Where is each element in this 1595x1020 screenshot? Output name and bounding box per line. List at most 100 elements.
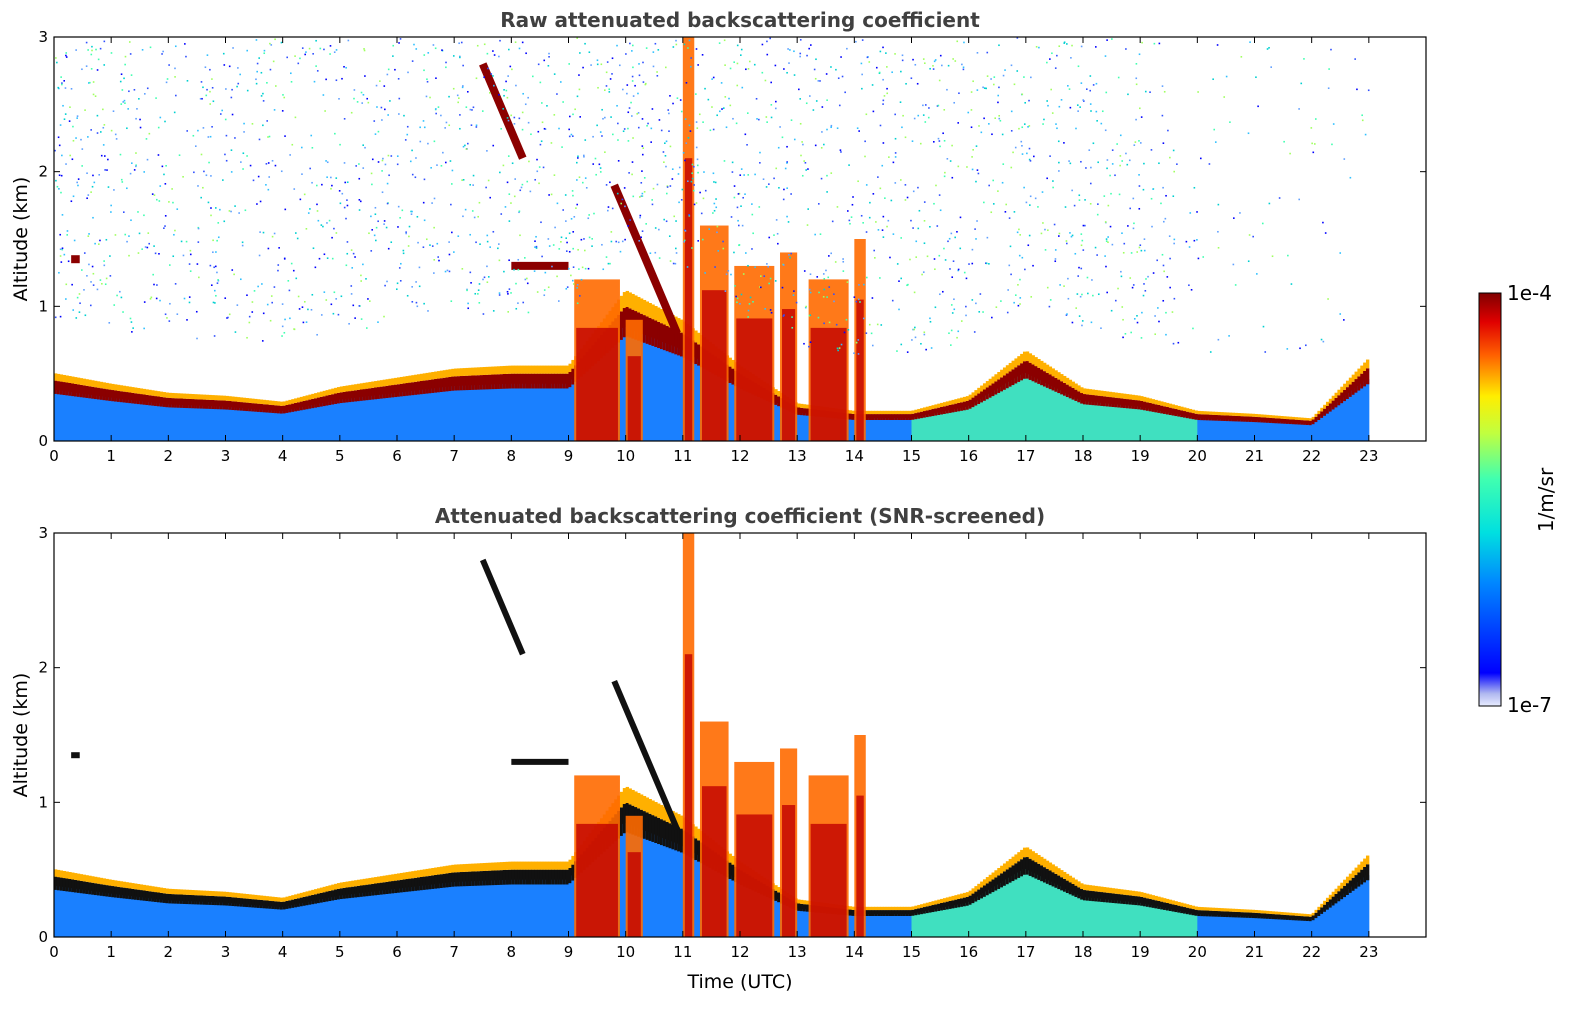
- boundary-layer-edge: [417, 870, 421, 878]
- noise-pixel: [498, 259, 501, 262]
- noise-pixel: [668, 112, 670, 115]
- noise-pixel: [109, 275, 112, 277]
- noise-pixel: [1158, 162, 1160, 165]
- noise-pixel: [1136, 321, 1139, 324]
- aerosol-column: [728, 377, 732, 441]
- aerosol-column: [179, 404, 184, 441]
- boundary-layer-band: [279, 901, 284, 910]
- boundary-layer-edge: [394, 377, 398, 385]
- aerosol-column: [888, 914, 892, 937]
- boundary-layer-edge: [1174, 901, 1178, 906]
- noise-pixel: [136, 108, 138, 110]
- noise-pixel: [513, 268, 515, 271]
- noise-pixel: [67, 260, 70, 263]
- boundary-layer-band: [154, 892, 158, 902]
- noise-pixel: [637, 112, 640, 114]
- noise-pixel: [345, 264, 348, 267]
- noise-pixel: [1121, 232, 1123, 235]
- boundary-layer-edge: [1343, 383, 1347, 390]
- boundary-layer-band: [548, 373, 552, 389]
- noise-pixel: [406, 133, 409, 136]
- noise-pixel: [1127, 93, 1129, 96]
- aerosol-column: [228, 407, 232, 441]
- boundary-layer-band: [139, 394, 144, 405]
- noise-pixel: [787, 221, 790, 223]
- boundary-layer-band: [1217, 415, 1221, 421]
- noise-pixel: [518, 117, 521, 120]
- boundary-layer-edge: [314, 393, 318, 399]
- noise-pixel: [691, 247, 693, 249]
- boundary-layer-band: [302, 896, 307, 906]
- boundary-layer-edge: [954, 399, 958, 404]
- boundary-layer-band: [59, 381, 64, 395]
- noise-pixel: [1172, 342, 1175, 345]
- boundary-layer-band: [1363, 370, 1367, 387]
- boundary-layer-band: [1183, 907, 1187, 914]
- noise-pixel: [1145, 278, 1147, 280]
- boundary-layer-edge: [977, 883, 981, 890]
- aerosol-column: [459, 385, 464, 441]
- noise-pixel: [814, 77, 817, 80]
- boundary-layer-band: [99, 388, 104, 400]
- aerosol-column: [1128, 901, 1133, 937]
- aerosol-column: [1017, 872, 1021, 937]
- noise-pixel: [182, 254, 185, 257]
- boundary-layer-edge: [182, 889, 186, 895]
- aerosol-column: [1288, 422, 1293, 441]
- boundary-layer-edge: [1105, 887, 1110, 893]
- boundary-layer-band: [1288, 419, 1293, 425]
- boundary-layer-edge: [477, 863, 481, 872]
- noise-pixel: [652, 65, 655, 68]
- aerosol-column: [894, 914, 898, 937]
- boundary-layer-band: [1211, 414, 1215, 421]
- noise-pixel: [1077, 65, 1080, 68]
- noise-pixel: [906, 284, 908, 287]
- boundary-layer-edge: [408, 871, 412, 879]
- aerosol-column: [1243, 419, 1247, 441]
- noise-pixel: [137, 211, 139, 213]
- boundary-layer-edge: [182, 393, 186, 399]
- boundary-layer-edge: [179, 889, 184, 895]
- noise-pixel: [213, 266, 215, 269]
- noise-pixel: [639, 214, 642, 217]
- noise-pixel: [883, 95, 886, 97]
- boundary-layer-band: [531, 373, 535, 389]
- noise-pixel: [1046, 177, 1048, 180]
- aerosol-column: [851, 417, 855, 441]
- boundary-layer-edge: [299, 892, 304, 898]
- noise-pixel: [113, 304, 116, 306]
- noise-pixel: [343, 118, 346, 120]
- boundary-layer-band: [325, 395, 329, 406]
- noise-pixel: [941, 64, 943, 67]
- boundary-layer-band: [874, 910, 878, 916]
- boundary-layer-edge: [139, 884, 144, 891]
- boundary-layer-edge: [657, 803, 661, 818]
- boundary-layer-band: [679, 828, 684, 853]
- aerosol-column: [185, 901, 189, 937]
- noise-pixel: [317, 219, 320, 222]
- aerosol-column: [962, 407, 967, 441]
- noise-pixel: [631, 80, 634, 82]
- noise-pixel: [865, 332, 868, 334]
- noise-pixel: [77, 184, 79, 187]
- boundary-layer-band: [945, 405, 950, 414]
- boundary-layer-band: [1057, 875, 1061, 890]
- boundary-layer-band: [671, 328, 675, 354]
- noise-pixel: [735, 122, 738, 125]
- aerosol-column: [1154, 409, 1158, 441]
- boundary-layer-edge: [479, 367, 484, 376]
- noise-pixel: [1042, 222, 1044, 224]
- noise-pixel: [486, 52, 489, 55]
- noise-pixel: [1109, 174, 1111, 177]
- aerosol-column: [471, 881, 475, 937]
- noise-pixel: [621, 240, 624, 243]
- noise-pixel: [429, 244, 431, 246]
- noise-pixel: [544, 128, 547, 130]
- noise-pixel: [1131, 286, 1134, 289]
- aerosol-column: [368, 892, 372, 937]
- boundary-layer-band: [1028, 858, 1033, 876]
- noise-pixel: [299, 57, 301, 60]
- boundary-layer-band: [222, 896, 226, 906]
- noise-pixel: [534, 178, 536, 181]
- aerosol-column: [1005, 383, 1010, 441]
